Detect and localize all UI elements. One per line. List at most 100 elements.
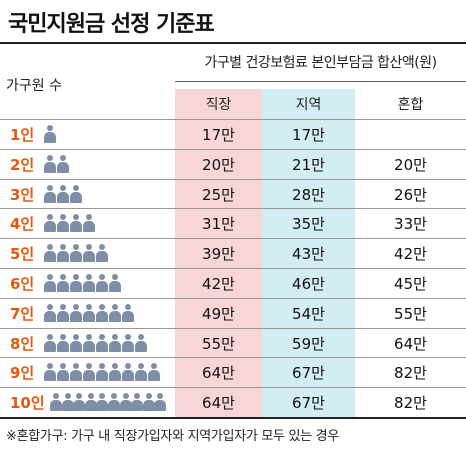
person-icon [122,333,134,352]
person-icon [57,363,69,382]
household-size-label: 2인 [10,155,35,174]
value-cell-jiyeok: 21만 [292,155,325,174]
top-divider [0,42,466,44]
person-icon [57,273,69,292]
person-icon [148,363,160,382]
value-cell-jikjang: 17만 [202,125,235,144]
column-header-jiyeok: 지역 [295,97,322,113]
person-icon [73,393,86,412]
value-cell-jikjang: 31만 [202,215,235,234]
person-icon [70,184,82,203]
person-icon [154,393,167,412]
row-divider [0,119,466,120]
household-size-label: 7인 [10,304,35,323]
value-cell-jiyeok: 46만 [292,274,325,293]
person-icon [70,273,82,292]
row-divider [0,327,466,329]
person-icon [83,273,95,292]
person-icon [84,393,97,412]
value-cell-jikjang: 39만 [202,245,235,264]
person-icon [50,393,62,412]
value-cell-jikjang: 49만 [202,304,235,323]
person-icon [44,244,56,263]
person-icon [119,393,132,412]
person-icon [109,333,121,352]
value-cell-honhap: 64만 [394,334,427,353]
footnote: ※혼합가구: 가구 내 직장가입자와 지역가입자가 모두 있는 경우 [6,429,339,444]
bottom-divider [0,417,466,419]
value-cell-jiyeok: 43만 [292,245,325,264]
person-icon [70,303,82,322]
person-icon [96,273,108,292]
value-cell-jiyeok: 17만 [292,125,325,144]
column-background-jiyeok [262,89,355,417]
person-icon [70,214,82,233]
value-cell-honhap: 55만 [394,304,427,323]
person-icon [109,363,121,382]
person-icon [44,124,56,143]
person-icon [96,244,108,263]
value-cell-jiyeok: 35만 [292,215,325,234]
value-cell-jikjang: 42만 [202,274,235,293]
household-size-label: 8인 [10,334,35,353]
person-icon [70,244,82,263]
value-cell-jiyeok: 28만 [292,185,325,204]
person-icon [57,303,69,322]
household-size-label: 10인 [10,394,45,413]
person-icon [83,214,95,233]
column-header-honhap: 혼합 [397,97,424,113]
value-cell-jikjang: 55만 [202,334,235,353]
row-divider [0,357,466,359]
person-icon [109,273,121,292]
row-divider [0,178,466,180]
household-size-label: 5인 [10,245,35,264]
row-divider [0,297,466,299]
person-icon [44,184,56,203]
value-cell-honhap: 42만 [394,245,427,264]
value-cell-honhap: 26만 [394,185,427,204]
value-cell-jiyeok: 54만 [292,304,325,323]
person-icon [57,214,69,233]
value-cell-jiyeok: 67만 [292,394,325,413]
row-divider [0,208,466,210]
row-divider [0,238,466,240]
person-icon [83,333,95,352]
person-icon [96,303,108,322]
row-divider [0,268,466,269]
value-cell-jiyeok: 67만 [292,364,325,383]
value-cell-honhap: 82만 [394,364,427,383]
person-icon [96,393,109,412]
person-icon [70,363,82,382]
person-icon [135,333,147,352]
person-icon [57,154,69,173]
value-cell-jikjang: 20만 [202,155,235,174]
person-icon [44,363,56,382]
row-divider [0,148,466,150]
household-size-label: 1인 [10,125,35,144]
person-icon [122,363,134,382]
person-icon [44,154,56,173]
person-icon [83,303,95,322]
person-icon [83,363,95,382]
value-cell-jiyeok: 59만 [292,334,325,353]
value-cell-honhap: 33만 [394,215,427,234]
person-icon [57,333,69,352]
value-cell-jikjang: 64만 [202,394,235,413]
person-icon [83,244,95,263]
household-size-label: 9인 [10,364,35,383]
person-icon [61,393,74,412]
person-icon [70,333,82,352]
person-icon [44,273,56,292]
value-cell-jikjang: 25만 [202,185,235,204]
row-divider [0,387,466,389]
person-icon [109,303,121,322]
person-icon [135,363,147,382]
household-size-label: 6인 [10,274,35,293]
person-icon [44,303,56,322]
column-background-jikjang [175,89,262,417]
household-size-label: 3인 [10,185,35,204]
value-cell-honhap: 20만 [394,155,427,174]
person-icon [44,214,56,233]
person-icon [57,184,69,203]
person-icon [142,393,155,412]
